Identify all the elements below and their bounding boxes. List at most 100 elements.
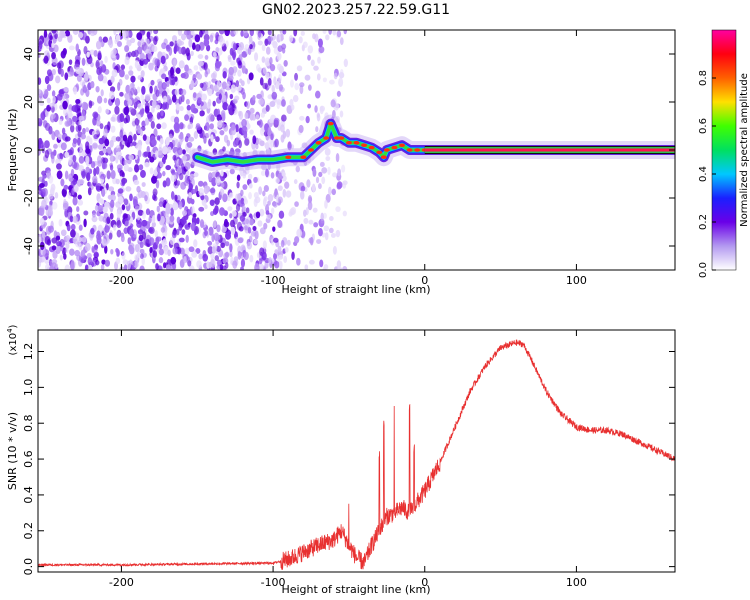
noise-speckle [161, 103, 167, 110]
noise-speckle [119, 135, 124, 143]
noise-speckle [68, 157, 72, 166]
noise-speckle [178, 237, 185, 243]
noise-speckle [279, 32, 284, 42]
noise-speckle [212, 51, 217, 58]
noise-speckle [190, 222, 196, 232]
noise-speckle [44, 140, 50, 149]
noise-speckle [134, 60, 139, 69]
noise-speckle [165, 136, 170, 146]
noise-speckle [307, 54, 311, 61]
noise-speckle [269, 101, 276, 107]
noise-speckle [41, 230, 45, 239]
ridge-peak [383, 148, 390, 152]
noise-speckle [134, 164, 140, 173]
noise-speckle [196, 73, 203, 80]
noise-speckle [56, 241, 62, 247]
noise-speckle [133, 49, 139, 58]
noise-speckle [137, 40, 142, 47]
noise-speckle [289, 208, 296, 216]
noise-speckle [44, 149, 50, 159]
noise-speckle [98, 137, 105, 145]
noise-speckle [97, 106, 102, 114]
snr-y-ticks: 0.0 0.2 0.4 0.6 0.8 1.0 1.2 [22, 343, 675, 576]
snr-y-tick-label: 0.0 [22, 558, 35, 576]
noise-speckle [230, 60, 236, 66]
noise-speckle [247, 226, 252, 234]
noise-speckle [172, 229, 177, 236]
noise-speckle [95, 40, 102, 50]
noise-speckle [108, 232, 113, 240]
noise-speckle [137, 114, 141, 120]
noise-speckle [267, 78, 272, 86]
noise-speckle [109, 212, 114, 220]
noise-speckle [44, 180, 48, 187]
noise-speckle [142, 58, 149, 65]
noise-speckle [51, 262, 57, 270]
noise-speckle [259, 227, 266, 235]
noise-speckle [80, 133, 87, 140]
noise-speckle [84, 71, 89, 80]
noise-speckle [107, 39, 111, 46]
noise-speckle [77, 194, 82, 200]
noise-speckle [332, 30, 337, 36]
noise-speckle [292, 94, 299, 103]
noise-speckle [134, 244, 140, 253]
figure-title: GN02.2023.257.22.59.G11 [262, 2, 450, 18]
noise-speckle [227, 206, 233, 212]
noise-speckle [137, 75, 143, 81]
noise-speckle [152, 188, 158, 197]
noise-speckle [277, 196, 283, 204]
noise-speckle [136, 143, 141, 151]
noise-speckle [162, 95, 168, 103]
noise-speckle [127, 237, 132, 245]
noise-speckle [277, 185, 283, 191]
noise-speckle [179, 259, 185, 268]
noise-speckle [175, 180, 181, 186]
noise-speckle [281, 99, 286, 107]
noise-speckle [324, 232, 329, 241]
noise-speckle [256, 138, 262, 145]
noise-speckle [75, 67, 81, 75]
noise-speckle [238, 110, 244, 120]
noise-speckle [205, 30, 209, 37]
noise-speckle [322, 77, 327, 83]
noise-speckle [249, 218, 254, 226]
noise-speckle [59, 254, 64, 261]
noise-speckle [82, 127, 86, 135]
noise-speckle [299, 190, 305, 200]
spectrogram-x-tick-label: -100 [261, 274, 286, 287]
noise-speckle [161, 122, 167, 130]
noise-speckle [49, 35, 53, 41]
noise-speckle [289, 79, 294, 88]
noise-speckle [280, 239, 285, 248]
noise-speckle [244, 138, 250, 146]
noise-speckle [76, 206, 80, 213]
noise-speckle [178, 60, 185, 69]
noise-speckle [178, 224, 183, 231]
noise-speckle [86, 51, 90, 58]
noise-speckle [267, 126, 272, 134]
noise-speckle [129, 228, 135, 237]
noise-speckle [92, 212, 96, 218]
noise-speckle [136, 32, 143, 40]
noise-speckle [130, 37, 136, 44]
noise-speckle [296, 65, 303, 72]
noise-speckle [228, 75, 234, 81]
noise-speckle [106, 170, 111, 180]
noise-speckle [212, 100, 216, 107]
noise-speckle [108, 186, 115, 192]
noise-speckle [260, 112, 266, 118]
noise-speckle [227, 104, 233, 113]
noise-speckle [153, 195, 158, 202]
noise-speckle [300, 30, 305, 36]
noise-speckle [262, 240, 267, 250]
carrier-band-core [424, 148, 675, 152]
noise-speckle [188, 136, 195, 142]
noise-speckle [121, 204, 126, 211]
noise-speckle [182, 149, 186, 155]
noise-speckle [100, 173, 106, 180]
noise-speckle [141, 219, 148, 227]
noise-speckle [129, 246, 135, 255]
noise-speckle [219, 188, 225, 196]
noise-speckle [267, 194, 274, 202]
